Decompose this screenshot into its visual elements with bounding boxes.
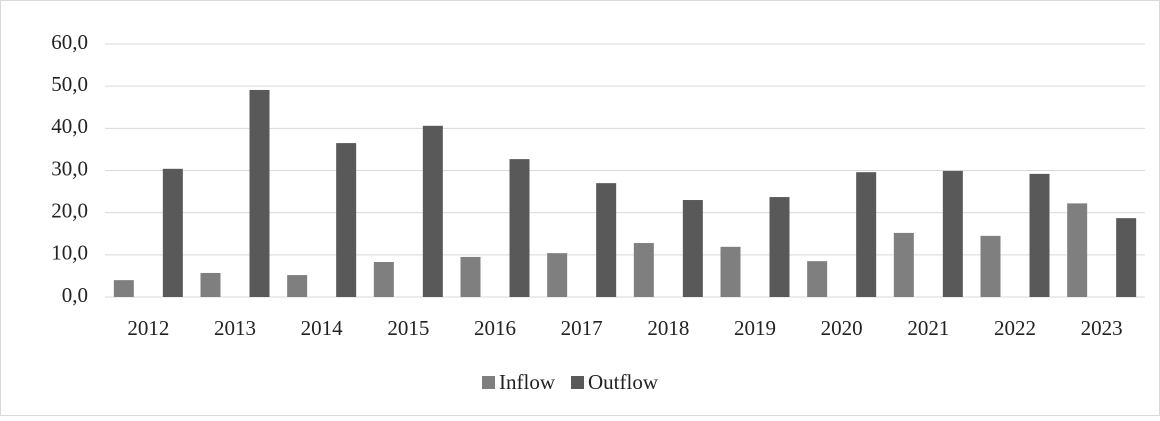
y-tick-label: 50,0 [51,72,88,96]
bar [422,125,443,297]
bar [856,172,877,297]
bar [200,272,221,297]
bar [287,275,308,297]
x-tick-label: 2014 [301,316,344,340]
y-tick-label: 60,0 [51,30,88,54]
y-tick-label: 10,0 [51,241,88,265]
x-tick-label: 2017 [561,316,603,340]
y-tick-label: 20,0 [51,198,88,222]
bar [596,183,617,297]
x-tick-label: 2012 [127,316,169,340]
bar [633,243,654,297]
x-tick-label: 2018 [647,316,689,340]
bar [509,159,530,297]
bar [720,246,741,297]
bar [682,200,703,297]
bar [1067,203,1088,297]
bar [113,280,134,297]
bar [769,197,790,297]
bar [942,170,963,297]
legend-swatch [571,376,584,389]
x-tick-label: 2021 [907,316,949,340]
bar [336,143,357,297]
x-tick-label: 2019 [734,316,776,340]
y-tick-label: 0,0 [62,283,88,307]
x-tick-label: 2013 [214,316,256,340]
y-tick-label: 40,0 [51,114,88,138]
legend-label: Inflow [499,370,556,394]
x-tick-label: 2022 [994,316,1036,340]
bar [460,256,481,297]
legend-label: Outflow [588,370,659,394]
y-tick-label: 30,0 [51,156,88,180]
x-tick-label: 2015 [387,316,429,340]
bar [249,89,270,297]
legend-swatch [482,376,495,389]
bar [807,261,828,297]
bar [1029,173,1050,297]
bar [893,232,914,297]
bar [373,262,394,297]
x-tick-label: 2020 [821,316,863,340]
bar [980,235,1001,297]
x-tick-label: 2023 [1081,316,1123,340]
bar [547,253,568,297]
bar [1116,218,1137,297]
bar [162,168,183,297]
x-tick-label: 2016 [474,316,516,340]
